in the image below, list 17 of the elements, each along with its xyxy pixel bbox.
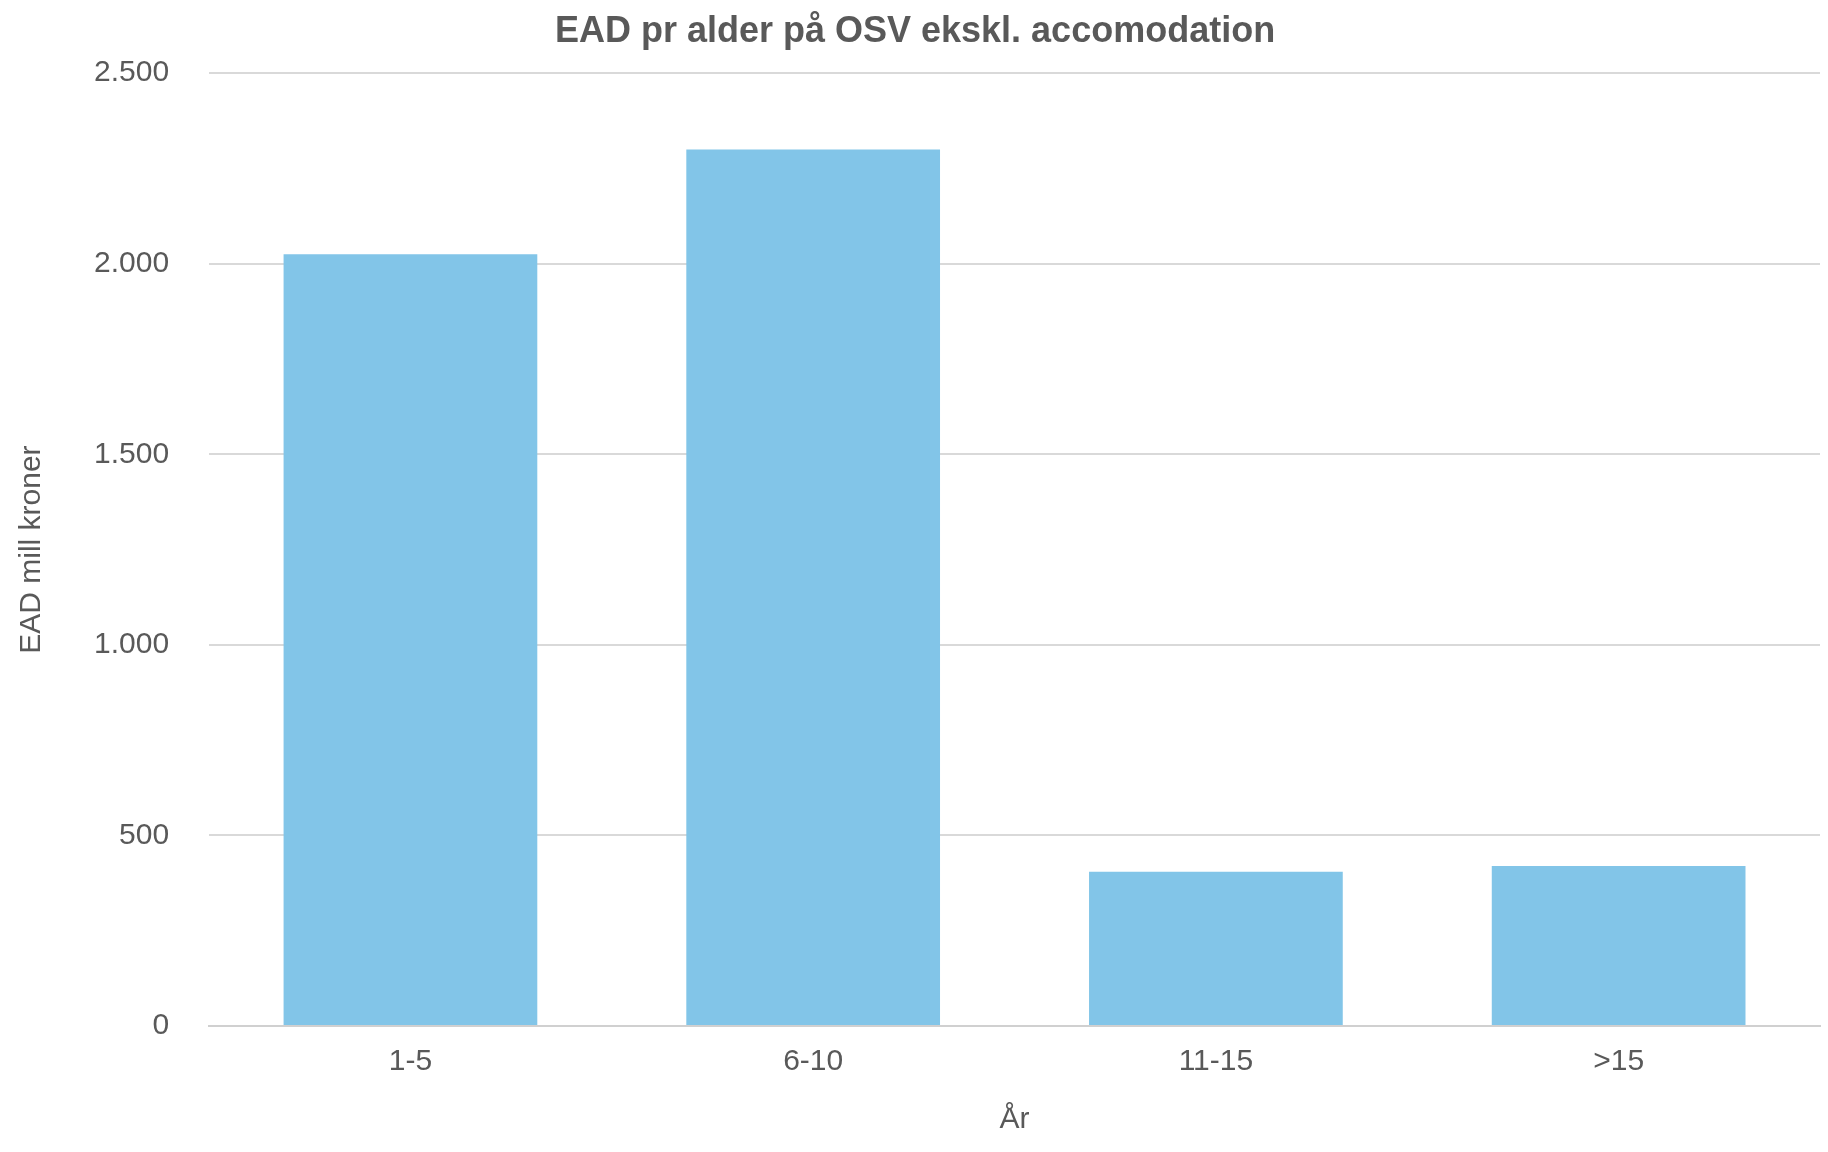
x-axis-title: År [999, 1101, 1030, 1135]
y-tick-label: 1.500 [94, 435, 170, 469]
x-tick-label: 1-5 [388, 1043, 433, 1077]
x-tick-label: 11-15 [1178, 1043, 1254, 1077]
bar [1089, 871, 1343, 1025]
y-tick-label: 500 [119, 816, 170, 850]
y-axis-title: EAD mill kroner [13, 445, 47, 654]
y-tick-label: 2.500 [94, 54, 170, 88]
bar [1491, 865, 1746, 1025]
y-tick-label: 2.000 [94, 245, 170, 279]
chart-title: EAD pr alder på OSV ekskl. accomodation [554, 8, 1276, 50]
y-tick-label: 0 [152, 1007, 170, 1041]
bar [686, 149, 941, 1025]
y-tick-label: 1.000 [94, 626, 170, 660]
x-tick-label: >15 [1593, 1043, 1645, 1077]
bar [283, 254, 538, 1025]
x-tick-label: 6-10 [783, 1043, 844, 1077]
